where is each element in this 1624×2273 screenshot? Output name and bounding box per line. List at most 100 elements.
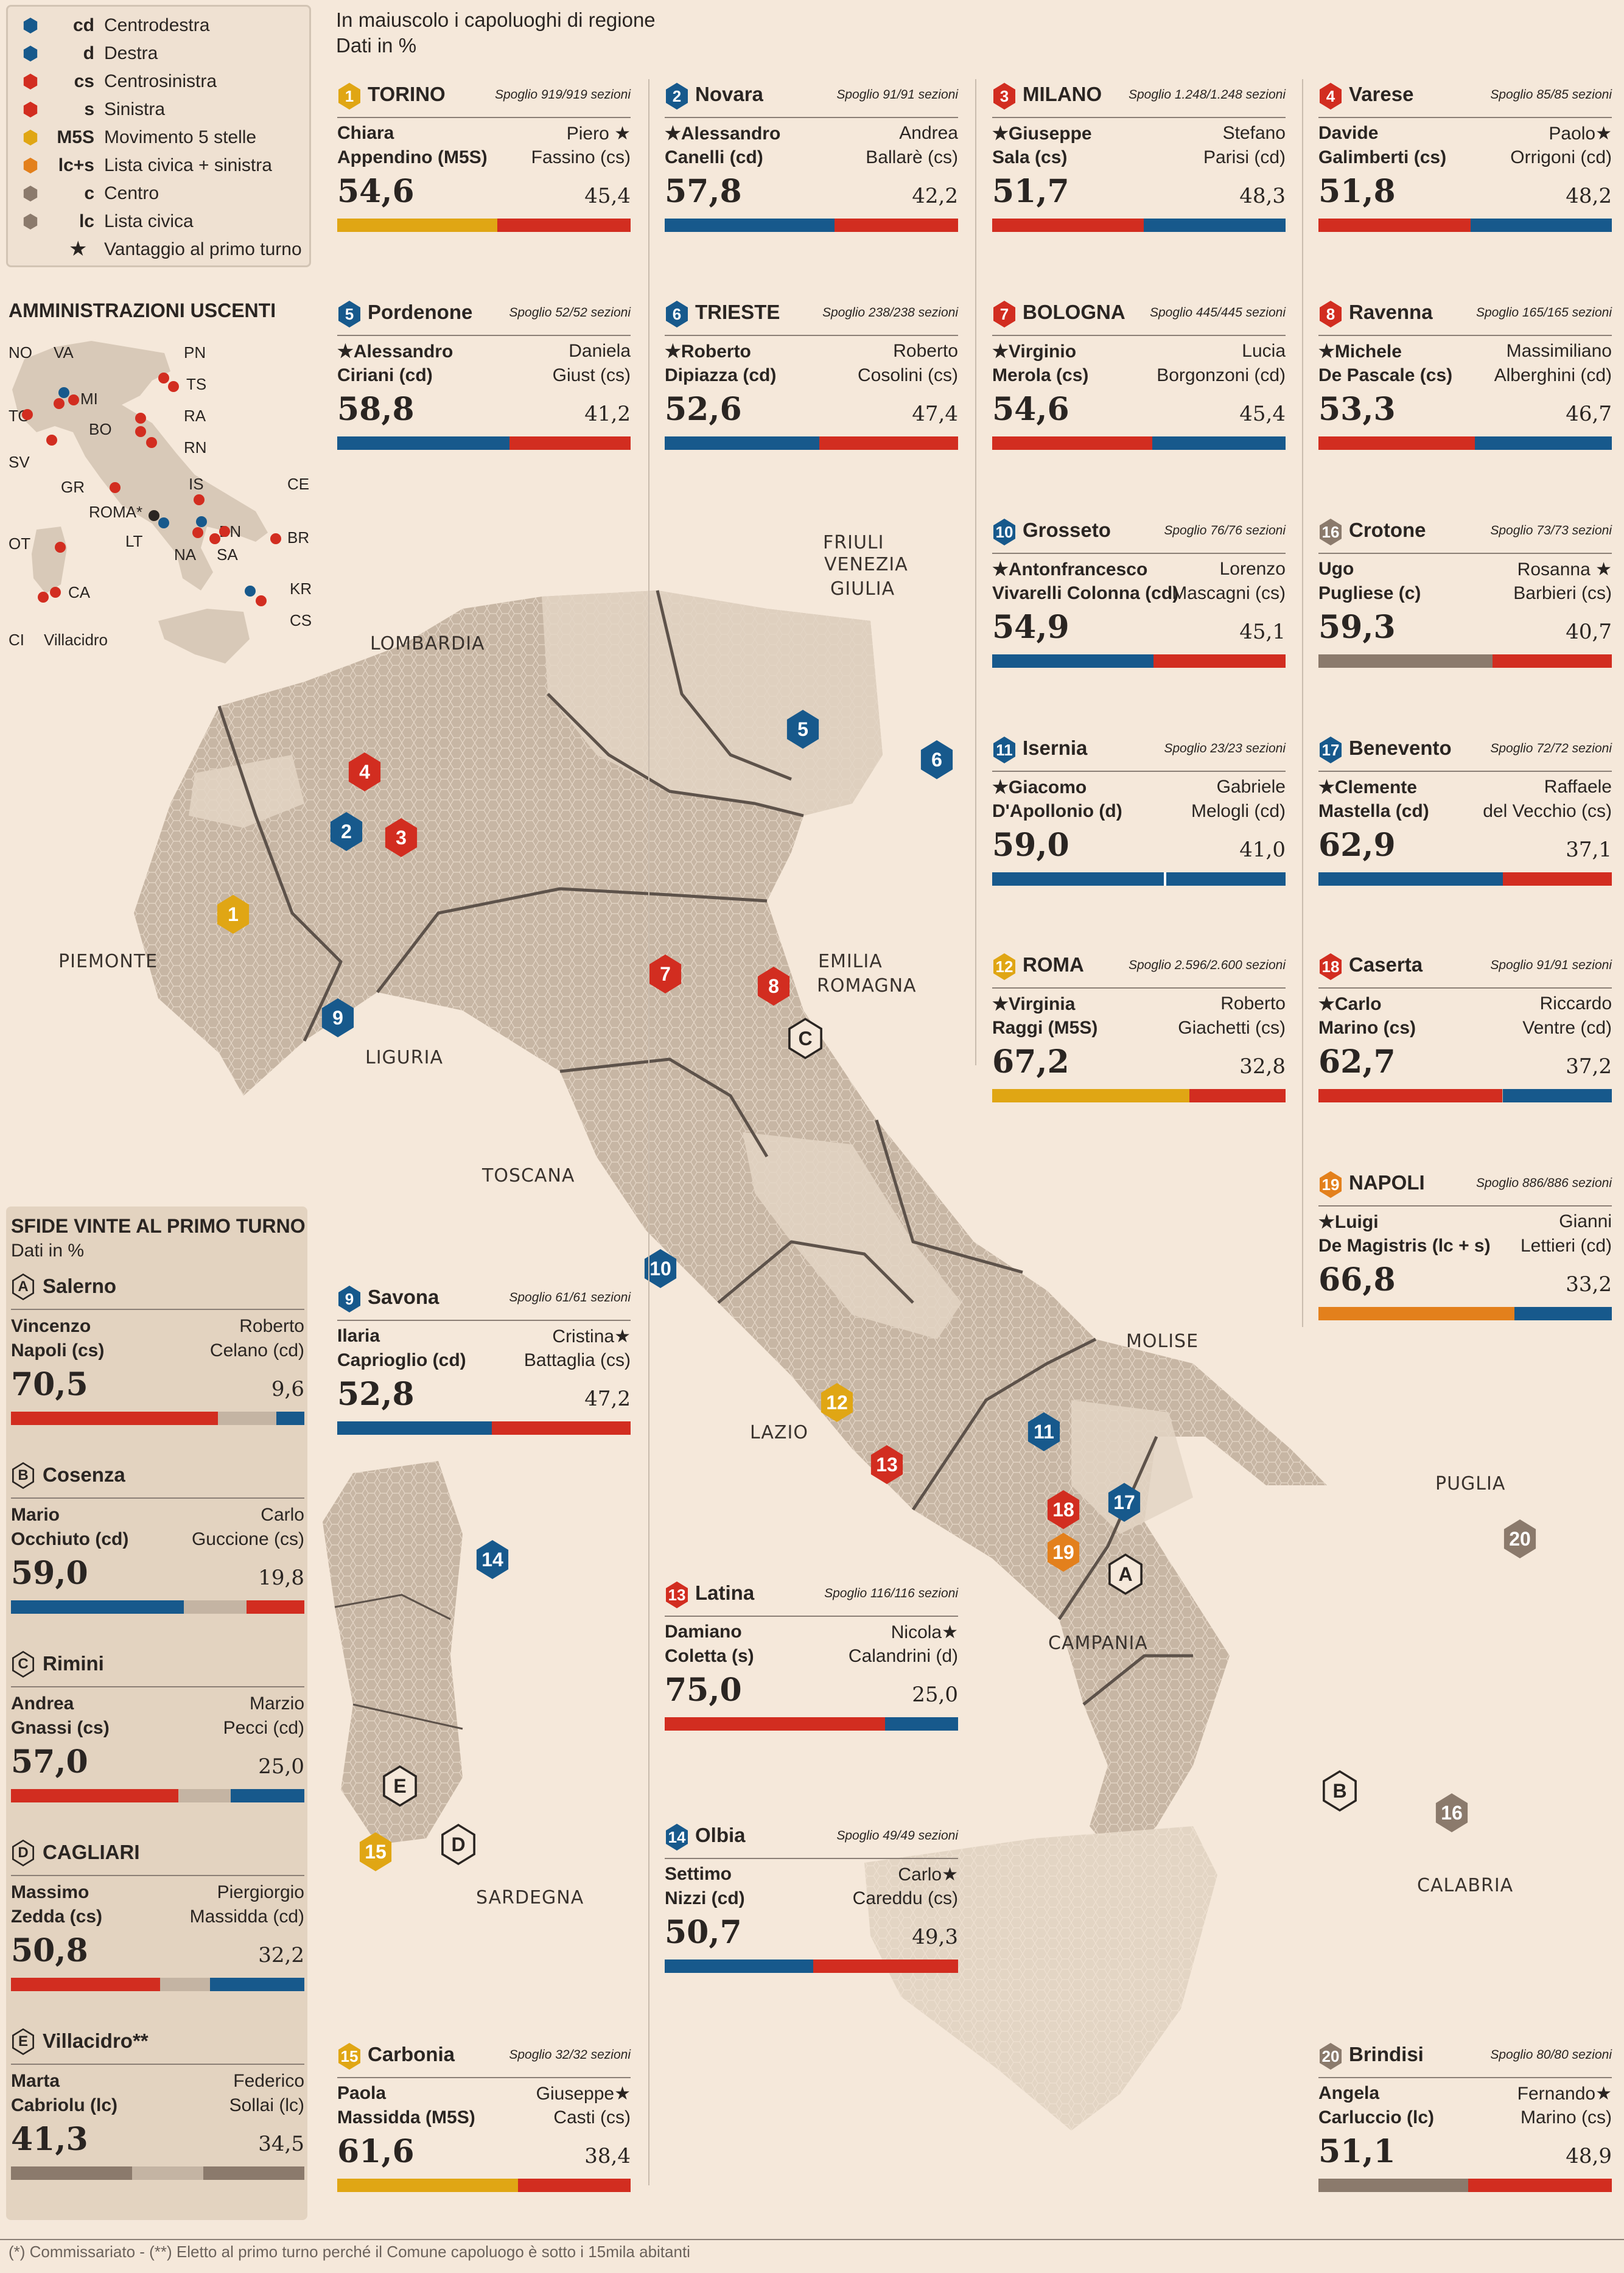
bar-right [1492,654,1612,668]
candidate-left-last: Sala (cs) [992,147,1068,167]
vote-bar [1318,219,1612,232]
value-right: 38,4 [584,2144,631,2168]
candidate-left-last: Occhiuto (cd) [11,1529,129,1549]
value-right: 48,2 [1566,184,1612,208]
bar-left [992,654,1153,668]
divider [337,1320,631,1321]
value-right: 46,7 [1566,402,1612,426]
region-label: CAMPANIA [1048,1633,1148,1654]
value-left: 59,0 [11,1555,88,1592]
candidate-right-last: Guccione (cs) [191,1529,304,1549]
bar-left [992,436,1153,450]
map-marker: 11 [1027,1412,1060,1451]
candidate-right-first: Carlo [261,1505,304,1525]
bar-left [665,219,835,232]
region-label: ROMAGNA [817,975,917,996]
vote-bar [665,436,958,450]
region-label: SARDEGNA [476,1887,584,1908]
map-marker: 16 [1435,1793,1468,1832]
candidate-right-last: del Vecchio (cs) [1483,801,1612,821]
legend-code: c [84,183,94,203]
mini-map-label: TS [186,375,207,393]
candidate-right-first: Roberto [239,1316,304,1336]
candidate-right-first: Daniela [569,341,631,361]
mini-map-label: BO [89,420,112,438]
spoglio-count: Spoglio 116/116 sezioni [824,1586,958,1600]
bar-rest [132,2166,203,2180]
divider [992,987,1286,989]
spoglio-count: Spoglio 165/165 sezioni [1475,306,1612,320]
city-name: Villacidro** [43,2030,149,2052]
ballottaggio-card: 7 BOLOGNA Spoglio 445/445 sezioni ★Virginio… [992,298,1286,457]
map-marker: 14 [476,1540,509,1579]
city-number-badge: 18 [1320,953,1342,980]
spoglio-count: Spoglio 52/52 sezioni [509,306,631,320]
bar-left [337,1421,492,1435]
candidate-left-last: Vivarelli Colonna (cd) [992,583,1179,603]
ballottaggio-card: 3 MILANO Spoglio 1.248/1.248 sezioni ★Giuse… [992,80,1286,239]
candidate-left-last: Carluccio (lc) [1318,2107,1435,2128]
candidate-right-last: Orrigoni (cd) [1510,147,1612,167]
city-number-badge: 10 [993,519,1015,545]
mini-map-sardinia [32,527,67,594]
divider [992,553,1286,554]
vote-bar [11,1789,304,1802]
spoglio-count: Spoglio 1.248/1.248 sezioni [1128,88,1286,102]
city-name: CAGLIARI [43,1841,140,1863]
value-right: 47,2 [584,1387,631,1411]
mini-map-label: IS [189,475,204,493]
bar-right [1503,872,1612,886]
region-label: VENEZIA [824,554,908,575]
candidate-right-first: Andrea [899,123,958,143]
bar-right [819,436,958,450]
sicily [864,1826,1217,2131]
spoglio-count: Spoglio 85/85 sezioni [1490,88,1612,102]
spoglio-count: Spoglio 32/32 sezioni [509,2048,631,2062]
candidate-left-last: Gnassi (cs) [11,1718,110,1738]
mini-map-label: NA [174,545,197,564]
mini-map-label: OT [9,534,31,553]
bar-right [1468,2179,1612,2192]
vote-bar [1318,436,1612,450]
mini-map-label: PN [184,343,206,362]
candidate-right-first: Stefano [1222,123,1286,143]
candidate-left-first: Ugo [1318,559,1354,579]
value-left: 62,9 [1318,827,1396,864]
ballottaggio-card: 2 Novara Spoglio 91/91 sezioni ★Alessandro C… [665,80,958,239]
vote-bar [992,1089,1286,1102]
header-line1: In maiuscolo i capoluoghi di regione [336,9,656,31]
value-right: 37,1 [1566,838,1612,862]
candidate-left-first: ★Giuseppe [992,124,1092,144]
candidate-right-first: Gabriele [1216,777,1286,797]
value-left: 51,7 [992,173,1069,210]
candidate-right-first: Federico [233,2071,304,2091]
map-marker: 10 [644,1249,677,1288]
candidate-left-first: Davide [1318,123,1379,143]
legend-hex-icon [23,158,38,173]
mini-map-dot [158,517,169,528]
value-right: 48,3 [1239,184,1286,208]
value-right: 32,8 [1239,1054,1286,1079]
candidate-left-last: Napoli (cs) [11,1340,105,1361]
value-left: 51,8 [1318,173,1396,210]
city-name: Rimini [43,1652,104,1675]
value-left: 59,3 [1318,609,1396,646]
city-name: Savona [368,1286,439,1308]
candidate-left-first: Damiano [665,1622,742,1642]
legend-code: d [83,43,94,63]
vote-bar [992,436,1286,450]
primo-turno-panel: SFIDE VINTE AL PRIMO TURNO Dati in % A Sa… [6,1207,307,2220]
value-left: 57,0 [11,1743,88,1781]
legend-code: lc+s [58,155,94,175]
city-name: MILANO [1023,83,1102,105]
candidate-left-first: Andrea [11,1693,74,1714]
divider [665,1616,958,1617]
city-name: NAPOLI [1349,1171,1425,1194]
candidate-right-first: Marzio [249,1693,304,1714]
value-left: 61,6 [337,2133,415,2170]
city-number-badge: 15 [338,2043,360,2070]
divider [992,335,1286,336]
bar-right [1152,436,1286,450]
bar-left [337,219,498,232]
letter-badge: E [12,2028,34,2055]
